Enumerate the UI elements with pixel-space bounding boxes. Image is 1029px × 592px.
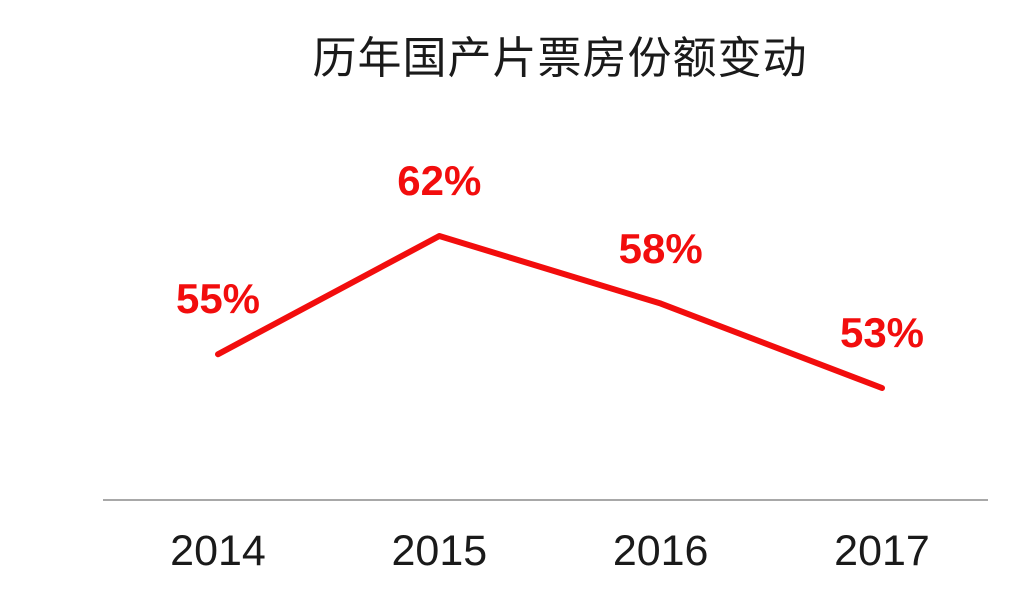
chart-title: 历年国产片票房份额变动	[312, 34, 808, 83]
series-line	[215, 233, 885, 391]
data-label-2016: 58%	[618, 224, 703, 272]
x-axis-tick-2017: 2017	[834, 527, 930, 575]
x-axis-tick-2014: 2014	[170, 527, 266, 575]
data-label-2015: 62%	[397, 157, 482, 204]
x-axis-line	[103, 499, 988, 501]
data-label-2014: 55%	[175, 275, 261, 323]
data-label-2017: 53%	[839, 309, 925, 356]
x-axis-tick-2015: 2015	[391, 527, 488, 575]
x-axis-tick-2016: 2016	[612, 527, 709, 575]
